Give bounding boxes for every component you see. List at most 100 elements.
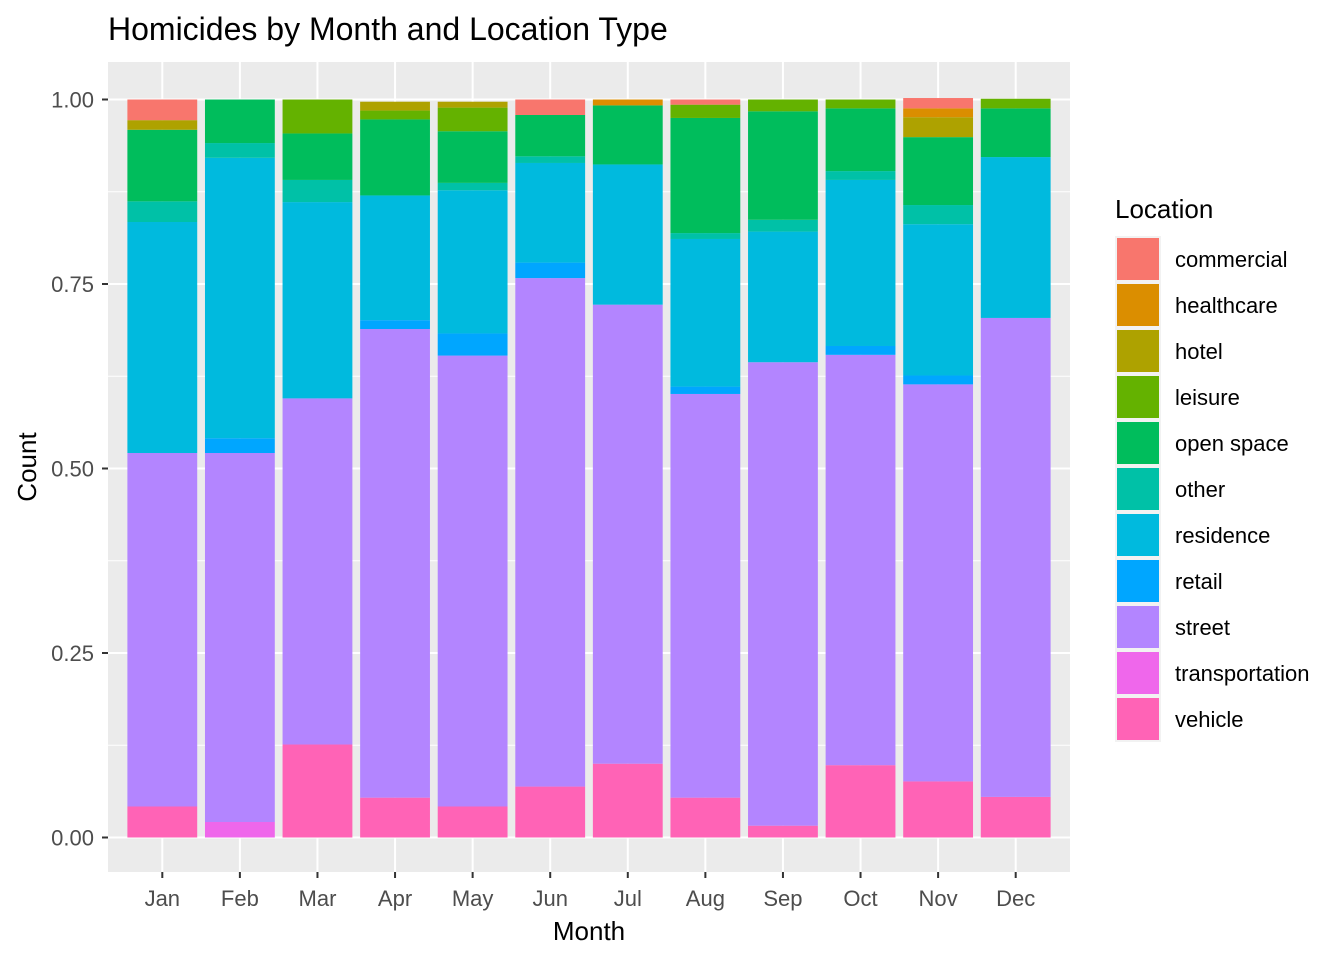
legend-label: healthcare bbox=[1175, 293, 1278, 318]
bar-segment: Jan – vehicle: 0.042 bbox=[127, 806, 198, 838]
bar-segment: Jul – vehicle: 0.1 bbox=[592, 763, 663, 838]
bar-segment: Jun – retail: 0.021 bbox=[515, 262, 586, 279]
bar-stack-aug: Aug – vehicle: 0.054Aug – street: 0.547A… bbox=[670, 99, 741, 838]
bar-stack-feb: Feb – transportation: 0.021Feb – street:… bbox=[204, 99, 275, 838]
bar-segment: Nov – retail: 0.012 bbox=[903, 375, 974, 385]
legend-label: retail bbox=[1175, 569, 1223, 594]
legend-key bbox=[1117, 238, 1159, 280]
bar-segment: May – other: 0.01 bbox=[437, 182, 508, 191]
y-tick-label: 0.50 bbox=[51, 457, 94, 482]
legend-item-transportation: transportation bbox=[1115, 650, 1310, 696]
bar-segment: Dec – vehicle: 0.055 bbox=[980, 796, 1051, 838]
bar-segment: Sep – open space: 0.147 bbox=[748, 111, 818, 220]
bar-segment: Aug – retail: 0.01 bbox=[670, 386, 741, 394]
legend-item-open-space: open space bbox=[1115, 420, 1289, 466]
bar-segment: May – retail: 0.03 bbox=[437, 333, 508, 356]
bar-segment: Nov – hotel: 0.027 bbox=[903, 117, 974, 138]
bar-segment: Mar – leisure: 0.046 bbox=[282, 99, 353, 134]
bar-segment: Aug – residence: 0.2 bbox=[670, 238, 741, 387]
x-axis: Jan Feb Mar Apr May Jun Jul Aug Sep Oct Nov Dec bbox=[145, 872, 1035, 911]
x-tick-label: Nov bbox=[919, 886, 958, 911]
x-tick-label: Oct bbox=[843, 886, 877, 911]
bar-segment: Jul – open space: 0.08 bbox=[592, 105, 663, 165]
bar-segment: Jan – other: 0.028 bbox=[127, 201, 198, 223]
legend-label: open space bbox=[1175, 431, 1289, 456]
y-tick-label: 0.00 bbox=[51, 826, 94, 851]
bar-segment: Dec – residence: 0.218 bbox=[980, 157, 1051, 318]
bar-segment: Apr – retail: 0.012 bbox=[360, 320, 430, 330]
bar-segment: Apr – hotel: 0.012 bbox=[360, 101, 430, 111]
bar-segment: Nov – vehicle: 0.076 bbox=[903, 781, 974, 838]
bar-segment: Sep – vehicle: 0.016 bbox=[748, 825, 818, 838]
y-tick-label: 0.25 bbox=[51, 641, 94, 666]
legend-label: residence bbox=[1175, 523, 1270, 548]
bar-segment: May – street: 0.611 bbox=[437, 355, 508, 807]
bar-segment: Jun – other: 0.009 bbox=[515, 156, 586, 163]
bar-segment: Dec – street: 0.649 bbox=[980, 317, 1051, 797]
y-axis-title: Count bbox=[12, 432, 42, 502]
x-tick-label: May bbox=[452, 886, 494, 911]
bar-segment: Jan – residence: 0.313 bbox=[127, 222, 198, 454]
bar-segment: Nov – street: 0.538 bbox=[903, 384, 974, 782]
bar-segment: Jul – street: 0.622 bbox=[592, 304, 663, 764]
bar-segment: May – vehicle: 0.042 bbox=[437, 806, 508, 838]
bar-segment: Mar – open space: 0.063 bbox=[282, 133, 353, 180]
bar-segment: Mar – residence: 0.266 bbox=[282, 202, 353, 399]
bar-stack-dec: Dec – vehicle: 0.055Dec – street: 0.649D… bbox=[980, 98, 1051, 838]
y-tick-label: 0.75 bbox=[51, 272, 94, 297]
legend-key bbox=[1117, 514, 1159, 556]
bar-segment: Apr – vehicle: 0.054 bbox=[360, 797, 430, 838]
bar-segment: Feb – retail: 0.02 bbox=[204, 438, 275, 454]
bar-segment: Feb – open space: 0.059 bbox=[204, 99, 275, 144]
bar-stack-may: May – vehicle: 0.042May – street: 0.611M… bbox=[437, 101, 508, 838]
legend-item-leisure: leisure bbox=[1115, 374, 1240, 420]
bar-segment: Sep – leisure: 0.016 bbox=[748, 99, 818, 112]
legend-item-hotel: hotel bbox=[1115, 328, 1223, 374]
bar-segment: Mar – street: 0.469 bbox=[282, 398, 353, 745]
x-tick-label: Jan bbox=[145, 886, 180, 911]
bar-segment: Oct – retail: 0.012 bbox=[825, 345, 896, 355]
bar-segment: Feb – street: 0.5 bbox=[204, 453, 275, 823]
legend-label: street bbox=[1175, 615, 1230, 640]
legend-label: transportation bbox=[1175, 661, 1310, 686]
bar-segment: Jul – healthcare: 0.008 bbox=[592, 99, 663, 106]
chart-title: Homicides by Month and Location Type bbox=[108, 11, 668, 47]
bar-segment: May – residence: 0.194 bbox=[437, 190, 508, 334]
bar-segment: Oct – open space: 0.085 bbox=[825, 108, 896, 172]
bar-segment: Mar – other: 0.03 bbox=[282, 179, 353, 203]
bar-stack-apr: Apr – vehicle: 0.054Apr – street: 0.635A… bbox=[360, 101, 430, 838]
bar-segment: Oct – other: 0.012 bbox=[825, 171, 896, 180]
bar-segment: Jun – commercial: 0.021 bbox=[515, 99, 586, 115]
bar-stack-jul: Jul – vehicle: 0.1Jul – street: 0.622 Jul… bbox=[592, 99, 663, 838]
y-axis: 0.00 0.25 0.50 0.75 1.00 bbox=[51, 88, 108, 851]
bar-segment: Oct – leisure: 0.012 bbox=[825, 99, 896, 109]
legend-key bbox=[1117, 468, 1159, 510]
legend-key bbox=[1117, 652, 1159, 694]
bar-segment: Dec – open space: 0.066 bbox=[980, 108, 1051, 158]
x-tick-label: Sep bbox=[763, 886, 802, 911]
bar-stack-jun: Jun – vehicle: 0.069Jun – street: 0.689J… bbox=[515, 99, 586, 838]
bar-segment: Sep – residence: 0.177 bbox=[748, 231, 818, 363]
bar-segment: Oct – residence: 0.225 bbox=[825, 179, 896, 346]
bar-segment: Feb – transportation: 0.021 bbox=[204, 822, 275, 838]
bar-segment: Apr – street: 0.635 bbox=[360, 329, 430, 798]
legend-label: vehicle bbox=[1175, 707, 1243, 732]
legend-item-retail: retail bbox=[1115, 558, 1223, 604]
bar-segment: Dec – leisure: 0.013 bbox=[980, 98, 1051, 109]
x-tick-label: Jul bbox=[614, 886, 642, 911]
bar-segment: Mar – vehicle: 0.126 bbox=[282, 744, 353, 838]
x-tick-label: Feb bbox=[221, 886, 259, 911]
bar-segment: Jan – hotel: 0.013 bbox=[127, 120, 198, 130]
x-tick-label: Mar bbox=[299, 886, 337, 911]
legend-key bbox=[1117, 422, 1159, 464]
bar-segment: Apr – leisure: 0.012 bbox=[360, 110, 430, 120]
x-tick-label: Jun bbox=[532, 886, 567, 911]
bar-segment: May – hotel: 0.008 bbox=[437, 101, 508, 108]
bar-segment: Oct – vehicle: 0.098 bbox=[825, 765, 896, 838]
legend-label: other bbox=[1175, 477, 1225, 502]
bar-segment: Sep – street: 0.628 bbox=[748, 362, 818, 826]
bar-segment: Nov – residence: 0.205 bbox=[903, 224, 974, 376]
bar-segment: Jun – residence: 0.135 bbox=[515, 162, 586, 263]
bar-segment: Nov – open space: 0.092 bbox=[903, 137, 974, 206]
